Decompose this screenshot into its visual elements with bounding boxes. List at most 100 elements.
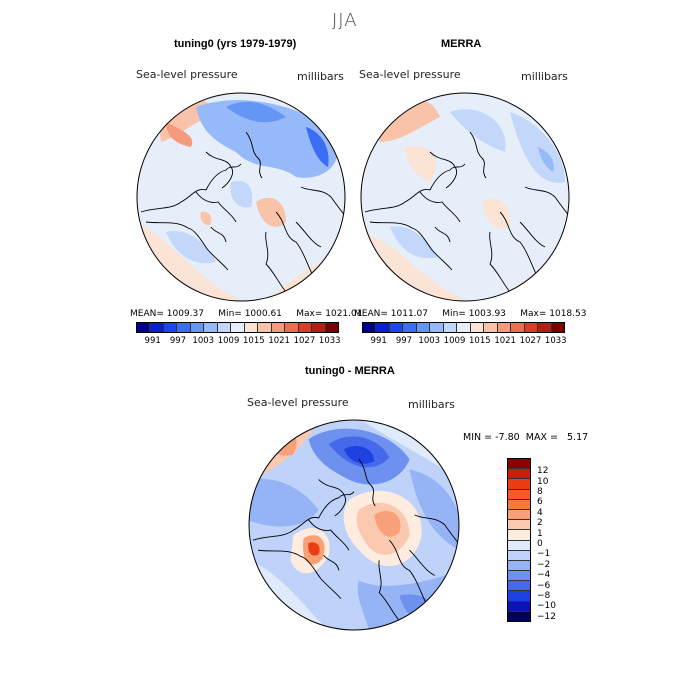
colorbar-swatch [508,591,530,602]
colorbar-tick-label: −4 [537,570,551,581]
colorbar-tick-label: 1027 [519,336,542,346]
panel-model-stats: MEAN= 1009.37 Min= 1000.61 Max= 1021.01 [130,309,362,319]
colorbar-tick-label: 0 [537,539,543,550]
stat-mean-label: MEAN= [130,309,164,319]
negative-anomaly-region [230,180,253,208]
colorbar-swatch [177,323,191,332]
panel-obs-colorbar [362,322,565,333]
colorbar-tick-label: 1033 [544,336,567,346]
positive-anomaly-region [200,211,212,226]
colorbar-swatch [508,479,530,490]
colorbar-tick-label: −2 [537,559,551,570]
colorbar-swatch [457,323,471,332]
colorbar-tick-label: 10 [537,476,549,487]
panel-diff-map [248,419,460,631]
colorbar-swatch [312,323,326,332]
season-title: JJA [332,10,358,31]
negative-anomaly-region [390,226,438,259]
colorbar-tick-label: 1003 [192,336,215,346]
stat-min-value: 1000.61 [244,309,282,319]
coastlines [364,131,569,293]
colorbar-swatch [430,323,444,332]
colorbar-swatch [298,323,313,332]
stat-mean-value: 1009.37 [166,309,204,319]
negative-anomaly-region [343,446,375,464]
colorbar-swatch [244,323,259,332]
colorbar-swatch [497,323,512,332]
colorbar-swatch [524,323,539,332]
colorbar-tick-label: 2 [537,518,543,529]
colorbar-swatch [551,323,565,332]
colorbar-tick-label: 8 [537,487,543,498]
positive-anomaly-region [256,197,286,227]
colorbar-swatch [508,571,530,582]
colorbar-tick-label: 4 [537,507,543,518]
positive-anomaly-region [308,542,320,556]
colorbar-swatch [190,323,205,332]
colorbar-swatch [484,323,498,332]
colorbar-swatch [204,323,218,332]
colorbar-swatch [508,540,530,551]
colorbar-swatch [363,323,377,332]
colorbar-tick-label: 1021 [494,336,516,346]
colorbar-swatch [416,323,431,332]
panel-obs-colorbar-ticks: 991 997 1003 1009 1015 1021 1027 1033 [366,336,568,346]
coastlines [140,131,345,293]
positive-anomaly-region [405,146,436,182]
positive-anomaly-region [482,198,511,229]
colorbar-swatch [231,323,245,332]
colorbar-swatch [258,323,272,332]
colorbar-swatch [508,530,530,541]
colorbar-swatches [136,322,339,333]
colorbar-swatch [538,323,552,332]
colorbar-swatch [163,323,178,332]
negative-anomaly-region [249,478,319,527]
coastlines [252,459,459,622]
colorbar-tick-label: −10 [537,601,556,612]
panel-model-variable: Sea-level pressure [136,68,238,81]
stat-min-label: MIN = [463,432,493,443]
negative-anomaly-region [166,231,216,264]
colorbar-tick-label: 1003 [418,336,441,346]
colorbar-swatch [389,323,404,332]
colorbar-swatch [325,323,339,332]
negative-anomaly-region [196,100,339,178]
panel-diff-title: tuning0 - MERRA [305,365,395,377]
colorbar-swatch [508,469,530,480]
colorbar-tick-label: 1009 [443,336,466,346]
panel-model-title: tuning0 (yrs 1979-1979) [174,38,297,50]
colorbar-tick-label: 1 [537,528,543,539]
colorbar-tick-label: 997 [169,336,187,346]
colorbar-swatches [362,322,565,333]
panel-obs-units: millibars [521,70,568,83]
colorbar-swatch [137,323,151,332]
stat-max-label: MAX = [525,432,558,443]
colorbar-tick-label: 1033 [318,336,341,346]
colorbar-swatch [285,323,299,332]
panel-diff-colorbar [507,458,531,622]
positive-anomaly-region [374,510,401,537]
negative-anomaly-region [538,147,554,172]
colorbar-swatch [508,520,530,531]
colorbar-tick-label: 997 [395,336,413,346]
stat-max-value: 1018.53 [549,309,587,319]
panel-obs-title: MERRA [441,38,482,50]
colorbar-swatch [508,459,530,470]
colorbar-tick-label: −8 [537,591,551,602]
colorbar-tick-label: 991 [370,336,387,346]
panel-model-map [136,92,346,302]
colorbar-swatch [508,611,530,621]
positive-anomaly-region [267,431,297,456]
stat-max-value: 5.17 [567,432,589,443]
stat-min-value: -7.80 [495,432,520,443]
panel-obs-stats: MEAN= 1011.07 Min= 1003.93 Max= 1018.53 [354,309,586,319]
negative-anomaly-region [306,127,329,167]
colorbar-swatch [508,489,530,500]
colorbar-tick-label: 1015 [469,336,491,346]
colorbar-swatch [470,323,485,332]
colorbar-swatch [508,509,530,521]
panel-diff-units: millibars [408,398,455,411]
colorbar-swatch [403,323,417,332]
negative-anomaly-region [226,101,286,123]
colorbar-swatch [508,550,530,561]
